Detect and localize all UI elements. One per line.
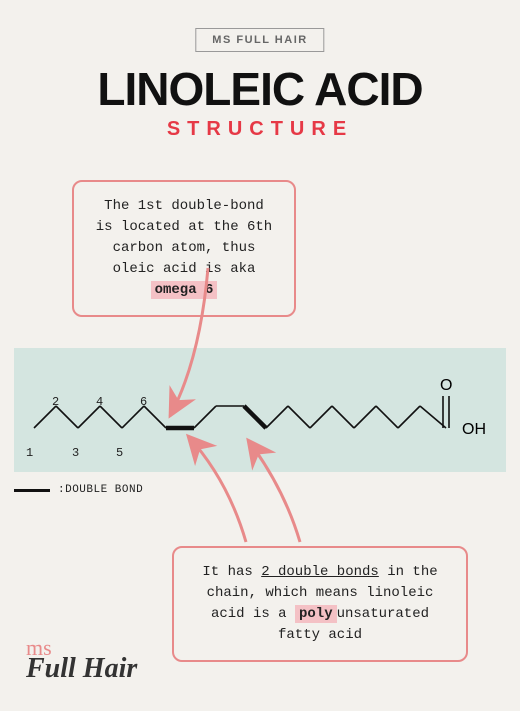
callout-omega6: The 1st double-bond is located at the 6t… (72, 180, 296, 317)
carbon-label: 4 (96, 395, 103, 409)
carbon-label: 3 (72, 446, 79, 460)
brand-logo: ms Full Hair (26, 635, 137, 685)
carbon-label: 2 (52, 395, 59, 409)
legend-line-icon (14, 489, 50, 492)
brand-badge: MS FULL HAIR (195, 28, 324, 52)
legend-text: :DOUBLE BOND (58, 484, 143, 496)
legend: :DOUBLE BOND (14, 484, 143, 496)
highlight-poly: poly (295, 605, 337, 623)
svg-text:OH: OH (462, 421, 486, 438)
carbon-label: 1 (26, 446, 33, 460)
svg-text:O: O (440, 377, 452, 394)
carbon-label: 6 (140, 395, 147, 409)
callout-text: The 1st double-bond is located at the 6t… (96, 198, 272, 277)
page-title: LINOLEIC ACID (0, 62, 520, 116)
logo-main: Full Hair (26, 653, 137, 685)
callout-polyunsaturated: It has 2 double bonds in the chain, whic… (172, 546, 468, 662)
highlight-omega6: omega 6 (151, 281, 218, 299)
underline-double-bonds: 2 double bonds (261, 564, 379, 580)
callout-text: It has (202, 564, 261, 580)
carbon-label: 5 (116, 446, 123, 460)
page-subtitle: STRUCTURE (0, 118, 520, 141)
molecule-structure: O OH (14, 348, 506, 472)
